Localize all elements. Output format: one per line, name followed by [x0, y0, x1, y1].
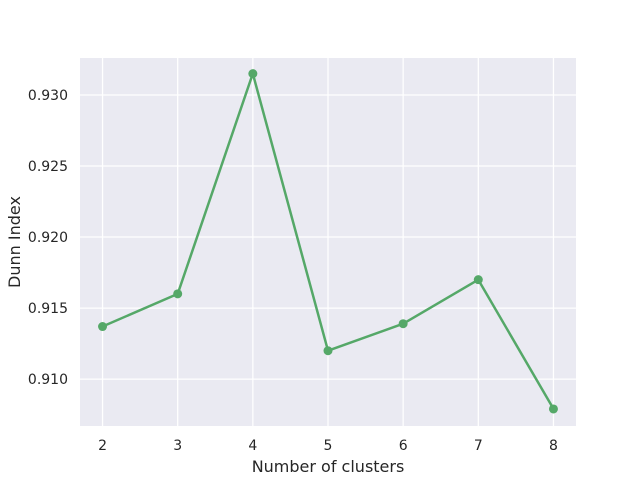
x-tick-label: 7 [474, 438, 483, 454]
y-axis-label: Dunn Index [5, 196, 24, 288]
x-tick-label: 5 [324, 438, 333, 454]
data-point [473, 275, 483, 285]
x-tick-label: 3 [173, 438, 182, 454]
grid-lines [80, 58, 576, 426]
y-tick-labels: 0.910 0.915 0.920 0.925 0.930 [28, 88, 68, 388]
series-markers [98, 69, 558, 414]
y-tick-label: 0.930 [28, 88, 68, 104]
data-point [398, 319, 408, 329]
y-tick-label: 0.925 [28, 159, 68, 175]
x-tick-label: 6 [399, 438, 408, 454]
data-point [323, 346, 333, 356]
x-tick-label: 8 [549, 438, 558, 454]
x-tick-label: 4 [248, 438, 257, 454]
x-tick-label: 2 [98, 438, 107, 454]
data-point [98, 322, 108, 332]
y-tick-label: 0.920 [28, 230, 68, 246]
y-tick-label: 0.915 [28, 301, 68, 317]
y-tick-label: 0.910 [28, 372, 68, 388]
data-point [173, 289, 183, 299]
x-axis-label: Number of clusters [252, 457, 405, 476]
data-point [248, 69, 258, 79]
data-point [548, 404, 558, 414]
x-tick-labels: 2 3 4 5 6 7 8 [98, 438, 558, 454]
